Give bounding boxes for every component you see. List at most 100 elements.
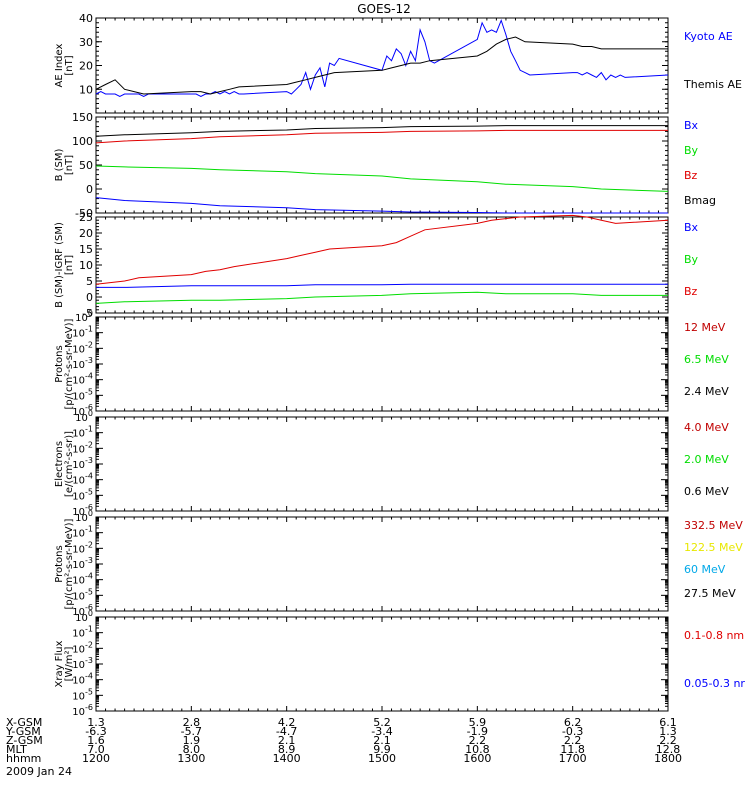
y-tick-label: 100 [75, 509, 93, 524]
legend-entry: 0.05-0.3 nr [684, 677, 745, 690]
axis-row-value: 2.8 [183, 716, 201, 729]
axis-row-value: 4.2 [278, 716, 296, 729]
panel-ae: 10 20 30 40 AE Index [nT] Kyoto AE Themis AE [54, 12, 742, 114]
axis-row-value: 2.2 [469, 734, 487, 747]
axis-row-value: -3.4 [371, 725, 392, 738]
axis-row-value: 8.0 [183, 743, 201, 756]
y-tick-label: 10-5 [72, 687, 93, 702]
y-tick-label: 10-4 [72, 472, 93, 487]
y-tick-label: 10 [79, 83, 93, 96]
axis-row-value: 1200 [82, 752, 110, 765]
axis-row-label: Y-GSM [5, 725, 41, 738]
y-tick-label: 10-3 [72, 456, 93, 471]
y-tick-label: 10-4 [72, 372, 93, 387]
axis-row-value: 12.8 [656, 743, 681, 756]
y-axis-label: [W/m²] [64, 646, 75, 681]
y-tick-label: 10-5 [72, 587, 93, 602]
legend-entry: 2.4 MeV [684, 385, 729, 398]
axis-row-value: 11.8 [560, 743, 585, 756]
legend-entry: 0.1-0.8 nm [684, 629, 744, 642]
y-tick-label: 10-1 [72, 325, 93, 340]
series-line-by [95, 165, 669, 192]
y-tick-label: 10-4 [72, 672, 93, 687]
y-tick-label: 5 [86, 275, 93, 288]
series-line-themis-ae [95, 36, 668, 95]
axis-row-value: 5.2 [373, 716, 391, 729]
legend-entry: 0.6 MeV [684, 485, 729, 498]
y-tick-label: 50 [79, 159, 93, 172]
y-axis-label: AE Index [54, 43, 65, 87]
axis-row-value: 6.2 [564, 716, 582, 729]
axis-row-value: -0.3 [562, 725, 583, 738]
series-line-bz [95, 214, 669, 285]
axis-row-value: 1.3 [87, 716, 105, 729]
y-tick-label: 10-1 [72, 625, 93, 640]
series-line-bz [95, 129, 668, 144]
y-tick-label: 100 [72, 135, 93, 148]
axis-row-value: 2.1 [278, 734, 296, 747]
legend-entry: Themis AE [683, 78, 742, 91]
series-line-bmag [95, 125, 668, 137]
y-axis-label: [nT] [64, 55, 75, 75]
y-tick-label: 10 [79, 259, 93, 272]
y-tick-label: 10-2 [72, 640, 93, 655]
axis-row-value: 2.2 [564, 734, 582, 747]
axis-row-value: 5.9 [469, 716, 487, 729]
legend-entry: 2.0 MeV [684, 453, 729, 466]
y-tick-label: 0 [86, 183, 93, 196]
y-tick-label: 10-6 [72, 603, 93, 618]
y-axis-label: Electrons [54, 441, 65, 487]
legend-entry: 122.5 MeV [684, 541, 743, 554]
y-tick-label: 10-6 [72, 403, 93, 418]
series-line-bx [96, 283, 668, 288]
series-line-bx [95, 197, 668, 214]
axis-row-label: X-GSM [6, 716, 42, 729]
y-tick-label: 100 [75, 409, 93, 424]
y-tick-label: -50 [75, 207, 93, 220]
axis-row-value: -1.9 [467, 725, 488, 738]
legend-entry: Bmag [684, 194, 716, 207]
legend-entry: 60 MeV [684, 563, 726, 576]
legend-entry: Bz [684, 285, 698, 298]
axis-row-value: 1400 [273, 752, 301, 765]
legend-entry: 6.5 MeV [684, 353, 729, 366]
y-tick-label: 25 [79, 211, 93, 224]
legend-entry: Kyoto AE [684, 30, 733, 43]
y-tick-label: 10-3 [72, 556, 93, 571]
y-tick-label: 0 [86, 291, 93, 304]
y-tick-label: 20 [79, 60, 93, 73]
y-tick-label: 100 [75, 309, 93, 324]
y-axis-label: B (SM)-IGRF (SM) [54, 222, 65, 308]
plot-frame [95, 116, 669, 214]
y-tick-label: 10-2 [72, 540, 93, 555]
axis-row-value: 1.9 [183, 734, 201, 747]
axis-row-value: -5.7 [181, 725, 202, 738]
axis-row-value: 1.3 [659, 725, 677, 738]
date-label: 2009 Jan 24 [6, 765, 72, 778]
legend-entry: 12 MeV [684, 321, 726, 334]
axis-row-label: MLT [6, 743, 27, 756]
axis-row-value: -4.7 [276, 725, 297, 738]
y-axis-label: Protons [54, 545, 65, 582]
y-axis-label: Xray Flux [54, 640, 65, 687]
chart-title: GOES-12 [357, 2, 411, 16]
y-tick-label: 10-1 [72, 425, 93, 440]
y-axis-label: [p/(cm²-s-sr-MeV)] [64, 518, 75, 609]
y-tick-label: 15 [79, 243, 93, 256]
series-line-by [95, 291, 668, 304]
plot-frame [95, 516, 669, 612]
axis-row-value: 1.6 [87, 734, 105, 747]
plot-frame [95, 616, 669, 712]
y-tick-label: 10-5 [72, 487, 93, 502]
axis-row-label: hhmm [6, 752, 41, 765]
y-tick-label: 10-5 [72, 387, 93, 402]
axis-row-value: 8.9 [278, 743, 296, 756]
axis-row-value: 1500 [368, 752, 396, 765]
axis-row-value: 2.2 [659, 734, 677, 747]
y-axis-label: [nT] [64, 255, 75, 275]
axis-row-value: 2.1 [373, 734, 391, 747]
